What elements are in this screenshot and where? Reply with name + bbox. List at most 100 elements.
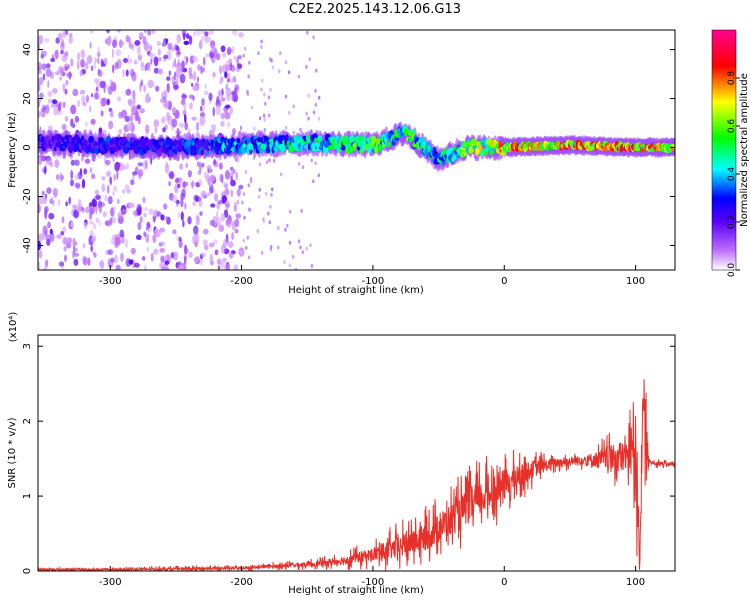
ridge-mark — [72, 144, 78, 153]
noise-blob — [245, 245, 248, 250]
noise-blob — [51, 197, 54, 202]
noise-blob — [212, 106, 216, 117]
noise-blob — [94, 189, 100, 196]
spectrogram-y-axis-label: Frequency (Hz) — [7, 112, 18, 188]
snr-y-multiplier: (x10⁴) — [8, 312, 19, 343]
noise-blob — [176, 33, 181, 44]
y-tick-label: -40 — [22, 237, 33, 253]
noise-blob — [47, 98, 53, 104]
noise-blob — [140, 64, 145, 72]
noise-blob — [98, 261, 103, 267]
noise-blob — [41, 190, 45, 196]
noise-blob — [90, 30, 93, 34]
noise-blob — [102, 211, 107, 218]
noise-blob — [182, 220, 185, 228]
noise-blob — [144, 264, 147, 270]
noise-blob — [38, 70, 43, 75]
noise-blob — [96, 86, 98, 92]
noise-blob — [52, 187, 58, 198]
noise-blob — [97, 57, 100, 64]
noise-blob — [88, 220, 94, 225]
noise-blob — [263, 128, 266, 132]
noise-blob — [100, 110, 104, 117]
noise-blob — [68, 35, 73, 44]
noise-blob — [153, 248, 159, 255]
noise-blob — [284, 227, 287, 232]
noise-blob — [132, 210, 138, 216]
noise-blob — [107, 184, 110, 194]
noise-blob — [288, 263, 292, 268]
noise-blob — [106, 30, 110, 34]
noise-blob — [185, 248, 189, 253]
noise-blob — [208, 99, 212, 104]
noise-blob — [204, 83, 207, 90]
noise-blob — [58, 32, 64, 40]
noise-blob — [208, 164, 212, 174]
noise-blob — [115, 49, 122, 57]
noise-blob — [85, 206, 91, 214]
noise-blob — [38, 261, 41, 270]
noise-blob — [148, 52, 153, 58]
noise-blob — [265, 160, 269, 165]
snr-ticks: -300 -200 -100 0 100 0 1 2 3 — [22, 343, 675, 588]
noise-blob — [54, 159, 60, 169]
noise-blob — [220, 97, 226, 102]
colorbar-tick-label: 0.4 — [727, 167, 737, 182]
noise-blob — [233, 264, 238, 270]
noise-blob — [297, 239, 301, 244]
noise-blob — [278, 69, 281, 74]
noise-blob — [225, 87, 232, 97]
noise-blob — [300, 208, 303, 213]
noise-blob — [156, 40, 161, 47]
noise-blob — [91, 93, 94, 98]
noise-blob — [234, 218, 240, 228]
noise-blob — [233, 204, 238, 212]
noise-blob — [68, 196, 71, 205]
noise-blob — [83, 221, 87, 230]
noise-blob — [47, 221, 51, 229]
noise-blob — [220, 76, 224, 83]
noise-blob — [280, 172, 283, 177]
noise-blob — [301, 165, 305, 170]
x-tick-label: -200 — [230, 276, 253, 287]
noise-blob — [81, 178, 86, 189]
noise-blob — [99, 205, 102, 214]
noise-blob — [161, 91, 164, 101]
noise-blob — [151, 30, 156, 34]
noise-blob — [64, 88, 68, 95]
noise-blob — [161, 116, 166, 124]
noise-blob — [50, 103, 57, 108]
noise-blob — [92, 223, 97, 230]
noise-blob — [144, 30, 147, 33]
ridge-mark — [171, 148, 175, 153]
x-tick-label: -100 — [362, 276, 385, 287]
noise-blob — [188, 35, 192, 41]
noise-blob — [192, 55, 198, 63]
noise-blob — [114, 254, 118, 264]
noise-blob — [199, 112, 206, 118]
noise-blob — [83, 168, 88, 175]
noise-blob — [113, 185, 118, 192]
ridge-mark — [242, 143, 246, 148]
noise-blob — [165, 38, 168, 45]
noise-blob — [54, 71, 61, 76]
noise-blob — [208, 180, 214, 187]
colorbar-tick-label: 0.0 — [727, 263, 737, 278]
noise-blob — [59, 76, 62, 81]
noise-blob — [210, 203, 216, 208]
noise-blob — [103, 57, 108, 65]
noise-blob — [200, 252, 207, 258]
noise-blob — [299, 245, 302, 250]
noise-blob — [93, 61, 97, 70]
noise-blob — [42, 194, 48, 201]
noise-blob — [257, 51, 260, 56]
noise-blob — [89, 105, 92, 113]
noise-blob — [130, 247, 136, 255]
noise-blob — [114, 61, 119, 70]
noise-blob — [246, 92, 250, 96]
noise-blob — [247, 207, 251, 212]
noise-blob — [305, 246, 308, 251]
noise-blob — [90, 236, 97, 243]
noise-blob — [218, 199, 223, 205]
noise-blob — [84, 158, 91, 164]
